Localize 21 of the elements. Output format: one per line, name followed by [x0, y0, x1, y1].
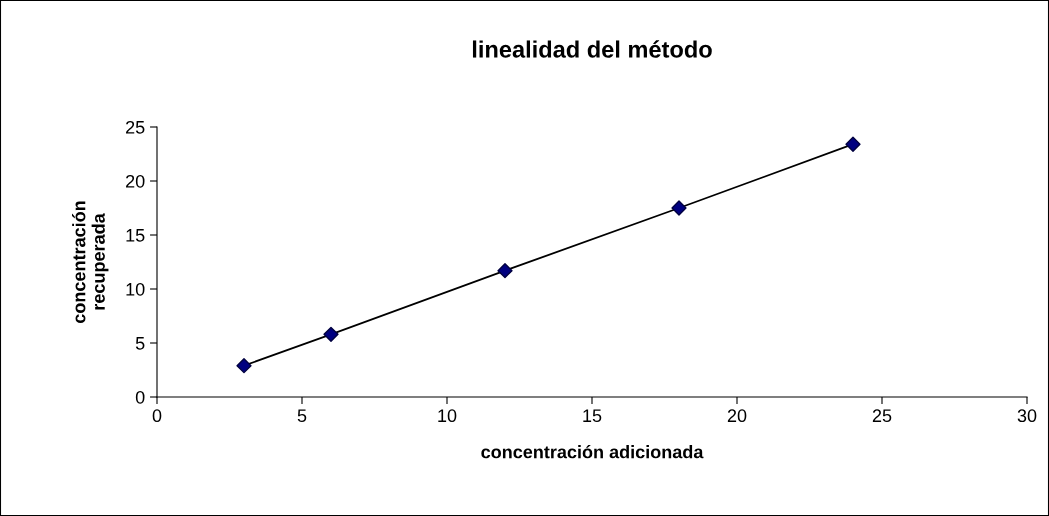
- y-tick-label: 20: [126, 174, 145, 188]
- chart-title: linealidad del método: [472, 40, 712, 58]
- y-tick-label: 0: [135, 390, 145, 404]
- point: [236, 358, 252, 374]
- point: [323, 326, 339, 342]
- x-tick-label: 10: [438, 409, 457, 423]
- x-tick-label: 0: [152, 409, 162, 423]
- point: [497, 263, 513, 279]
- x-tick-label: 30: [1017, 409, 1037, 423]
- y-axis-title: concentración recuperada: [72, 201, 109, 323]
- y-tick-label: 5: [135, 337, 145, 350]
- y-tick-label: 15: [126, 229, 145, 242]
- x-axis-title: concentración adicionada: [481, 444, 704, 459]
- x-tick-label: 25: [872, 409, 892, 423]
- point: [671, 200, 687, 216]
- x-tick-label: 5: [297, 409, 307, 423]
- x-tick-label: 20: [727, 409, 747, 423]
- y-tick-label: 25: [126, 120, 145, 134]
- point: [845, 136, 861, 152]
- x-tick-label: 15: [583, 409, 602, 423]
- y-tick-label: 10: [126, 282, 145, 296]
